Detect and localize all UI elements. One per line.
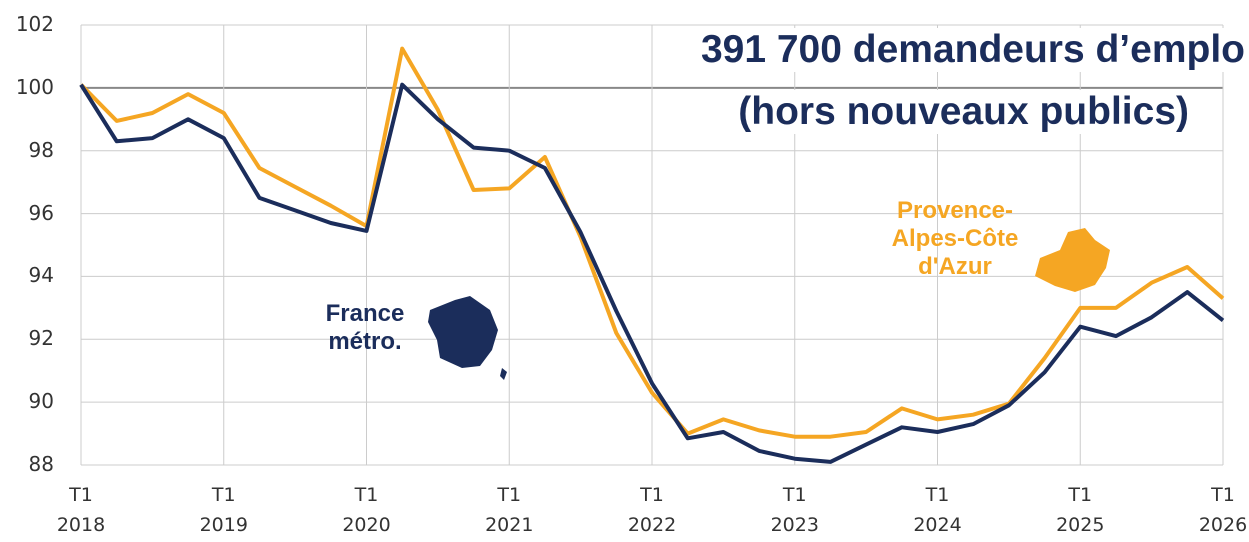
y-tick-label: 88 <box>28 452 54 476</box>
series-line <box>79 82 1225 464</box>
x-tick-label: T1 2021 <box>485 484 534 536</box>
y-tick-label: 102 <box>15 12 54 36</box>
y-tick-label: 90 <box>28 389 54 414</box>
y-tick-label: 94 <box>28 263 54 288</box>
y-tick-label: 96 <box>28 200 54 225</box>
series-line <box>79 46 1225 439</box>
y-tick-label: 92 <box>28 326 54 351</box>
x-tick-label: T1 2018 <box>56 484 106 536</box>
x-tick-label: T1 2025 <box>1056 484 1105 536</box>
y-tick-label: 98 <box>28 137 54 162</box>
corsica-map <box>500 368 507 380</box>
chart-title: 391 700 demandeurs d’emplo <box>700 28 1245 72</box>
x-tick-label: T1 2024 <box>913 484 962 536</box>
x-tick-label: T1 2020 <box>342 484 391 536</box>
paca-map <box>1035 228 1110 292</box>
france-map <box>428 296 498 368</box>
x-tick-label: T1 2022 <box>627 484 677 536</box>
x-tick-label: T1 2026 <box>1198 484 1248 536</box>
y-tick-label: 100 <box>15 74 54 99</box>
x-tick-label: T1 2023 <box>770 484 819 536</box>
series-label: France métro. <box>325 300 405 355</box>
series-label: Provence-Alpes-Côte d'Azur <box>891 197 1019 280</box>
chart-subtitle: (hors nouveaux publics) <box>738 90 1189 134</box>
x-tick-label: T1 2019 <box>199 484 248 536</box>
